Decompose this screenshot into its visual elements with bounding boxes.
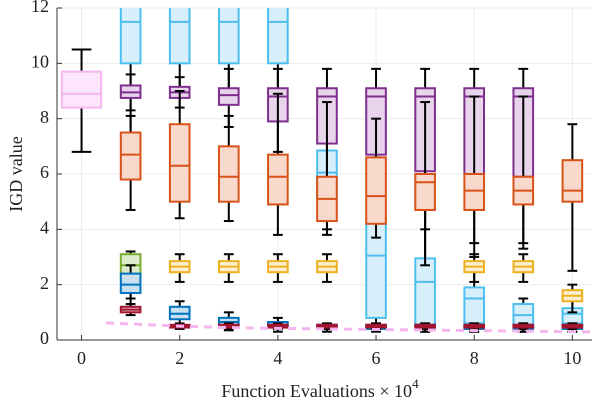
x-tick-label: 4 [273, 348, 282, 368]
box [267, 153, 289, 206]
x-axis-label-exponent: 4 [412, 376, 419, 391]
box [119, 272, 142, 294]
y-tick-label: 4 [40, 217, 49, 237]
box [414, 257, 436, 326]
box [414, 173, 436, 211]
x-axis-label-text: Function Evaluations × 10 [221, 381, 412, 401]
y-tick-label: 8 [40, 107, 49, 127]
box [217, 145, 240, 203]
y-tick-label: 12 [31, 0, 49, 16]
y-tick-label: 2 [40, 273, 49, 293]
box [119, 8, 142, 65]
box [267, 8, 289, 65]
x-tick-label: 0 [77, 348, 86, 368]
line [106, 321, 592, 334]
box [365, 156, 387, 225]
box [561, 159, 584, 203]
box [217, 8, 240, 65]
y-tick-label: 0 [40, 328, 49, 348]
plot-area [60, 8, 592, 334]
x-tick-label: 2 [175, 348, 184, 368]
box [119, 131, 142, 181]
box [463, 173, 486, 211]
box [168, 123, 191, 203]
x-tick-label: 6 [372, 348, 381, 368]
box [217, 87, 240, 106]
box [168, 8, 191, 65]
box [60, 70, 103, 109]
y-tick-label: 6 [40, 162, 49, 182]
y-tick-label: 10 [31, 51, 49, 71]
y-axis-label: IGD value [6, 136, 26, 211]
x-tick-label: 10 [563, 348, 581, 368]
x-tick-label: 8 [470, 348, 479, 368]
box [463, 286, 486, 325]
x-axis-label: Function Evaluations × 104 [221, 376, 419, 401]
